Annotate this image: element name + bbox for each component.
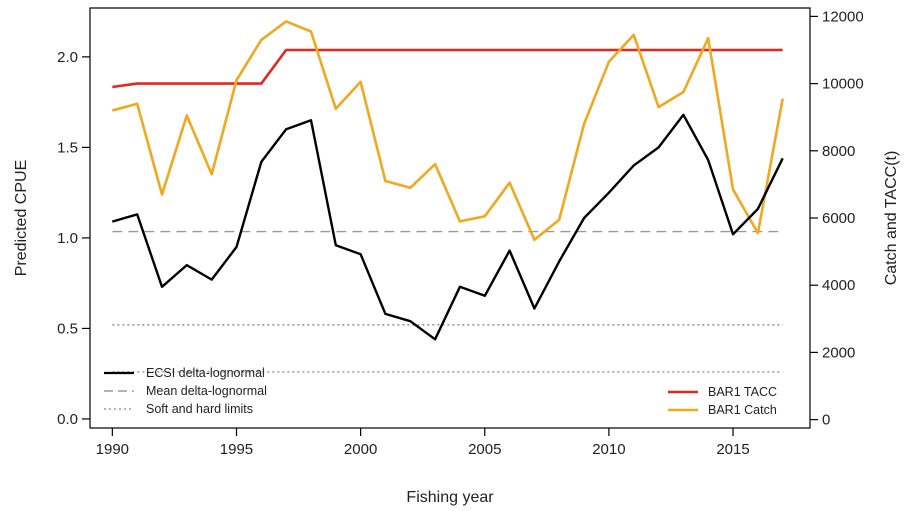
legend-label-catch: BAR1 Catch	[708, 403, 777, 417]
x-axis-title: Fishing year	[406, 489, 494, 506]
series-line-ecsi-delta-lognormal	[111, 113, 784, 341]
y-right-tick-label: 6000	[822, 210, 855, 227]
y-left-tick-label: 1.5	[57, 139, 78, 156]
y-left-tick-label: 1.0	[57, 230, 78, 247]
y-right-axis-title: Catch and TACC(t)	[883, 151, 900, 286]
legend-label-tacc: BAR1 TACC	[708, 385, 777, 399]
y-right-tick-label: 10000	[822, 76, 864, 93]
x-tick-label: 2000	[344, 441, 377, 458]
x-tick-label: 1995	[220, 441, 253, 458]
legend-label-limits: Soft and hard limits	[146, 402, 253, 416]
plot-frame	[89, 7, 811, 429]
x-tick-label: 2010	[592, 441, 625, 458]
y-right-tick-label: 8000	[822, 143, 855, 160]
series-line-bar1-tacc	[112, 48, 783, 89]
x-tick-label: 2005	[468, 441, 501, 458]
legend-label-ecsi: ECSI delta-lognormal	[146, 366, 265, 380]
x-tick-label: 2015	[716, 441, 749, 458]
y-left-tick-label: 2.0	[57, 49, 78, 66]
legend-right: BAR1 TACC BAR1 Catch	[668, 385, 777, 417]
y-right-tick-label: 0	[822, 412, 830, 429]
y-right-tick-label: 2000	[822, 344, 855, 361]
series-line-bar1-catch	[111, 20, 784, 242]
y-left-axis-title: Predicted CPUE	[13, 160, 30, 277]
y-left-tick-label: 0.5	[57, 320, 78, 337]
y-right-tick-label: 4000	[822, 277, 855, 294]
x-tick-label: 1990	[96, 441, 129, 458]
y-left-tick-label: 0.0	[57, 411, 78, 428]
y-right-tick-label: 12000	[822, 8, 864, 25]
legend-left: ECSI delta-lognormal Mean delta-lognorma…	[104, 366, 267, 416]
legend-label-mean: Mean delta-lognormal	[146, 384, 267, 398]
